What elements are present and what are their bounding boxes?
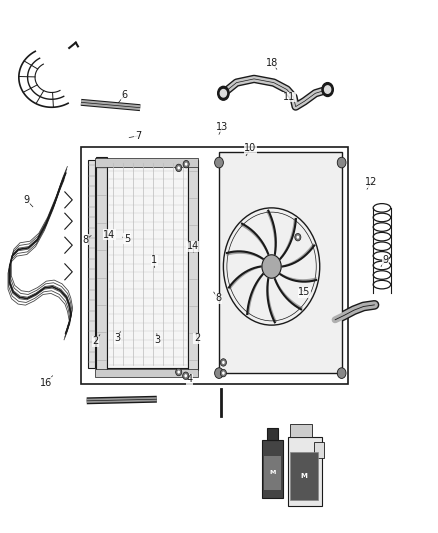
Bar: [219, 152, 342, 373]
Text: 12: 12: [365, 177, 378, 187]
Bar: [314, 442, 324, 458]
Circle shape: [183, 160, 189, 168]
Polygon shape: [283, 243, 314, 266]
Text: 10: 10: [244, 143, 257, 153]
Text: 13: 13: [216, 122, 229, 132]
Text: 16: 16: [40, 378, 53, 387]
Circle shape: [183, 372, 189, 379]
Text: M: M: [300, 473, 307, 479]
Polygon shape: [275, 279, 303, 309]
Text: 6: 6: [122, 90, 128, 100]
Text: 2: 2: [92, 336, 99, 346]
Circle shape: [220, 369, 226, 377]
Polygon shape: [280, 273, 317, 281]
Circle shape: [185, 163, 187, 166]
Text: M: M: [269, 470, 276, 475]
Circle shape: [337, 368, 346, 378]
Circle shape: [222, 361, 225, 364]
Text: 9: 9: [23, 195, 29, 205]
Bar: [267, 428, 278, 440]
Text: 7: 7: [135, 131, 141, 141]
Bar: [95, 158, 198, 167]
Text: 15: 15: [298, 287, 311, 297]
Text: 11: 11: [283, 92, 295, 102]
Circle shape: [215, 157, 223, 168]
Bar: [262, 440, 283, 498]
Circle shape: [220, 90, 226, 97]
Circle shape: [322, 83, 333, 96]
Circle shape: [176, 368, 182, 376]
Bar: [188, 160, 198, 370]
Bar: [288, 437, 322, 506]
Circle shape: [176, 164, 182, 172]
Polygon shape: [266, 211, 276, 254]
Circle shape: [177, 166, 180, 169]
Text: 18: 18: [266, 58, 279, 68]
Circle shape: [184, 374, 187, 377]
Bar: [95, 369, 198, 377]
Circle shape: [218, 86, 229, 100]
Circle shape: [215, 368, 223, 378]
Text: 3: 3: [114, 334, 120, 343]
Text: 8: 8: [215, 294, 221, 303]
Text: 9: 9: [382, 255, 389, 265]
Circle shape: [325, 86, 331, 93]
Text: 1: 1: [151, 255, 157, 265]
Bar: [81, 147, 348, 384]
Bar: [290, 452, 318, 500]
Polygon shape: [229, 266, 261, 290]
Text: 3: 3: [155, 335, 161, 345]
Polygon shape: [280, 217, 296, 259]
Polygon shape: [247, 274, 263, 316]
Bar: [107, 160, 188, 368]
Bar: [264, 456, 281, 490]
Circle shape: [295, 233, 301, 241]
Circle shape: [337, 157, 346, 168]
Polygon shape: [226, 252, 263, 260]
Bar: [290, 424, 312, 437]
Circle shape: [222, 372, 225, 375]
Circle shape: [220, 359, 226, 366]
Circle shape: [262, 255, 281, 278]
Text: 2: 2: [194, 334, 200, 343]
Text: 4: 4: [186, 375, 192, 384]
Bar: [96, 157, 107, 370]
Bar: [88, 160, 95, 368]
Text: 14: 14: [103, 230, 116, 239]
Text: 8: 8: [83, 235, 89, 245]
Polygon shape: [267, 279, 277, 322]
Text: 5: 5: [124, 234, 130, 244]
Circle shape: [297, 236, 299, 239]
Circle shape: [177, 370, 180, 374]
Polygon shape: [240, 224, 268, 254]
Text: 14: 14: [187, 241, 199, 251]
